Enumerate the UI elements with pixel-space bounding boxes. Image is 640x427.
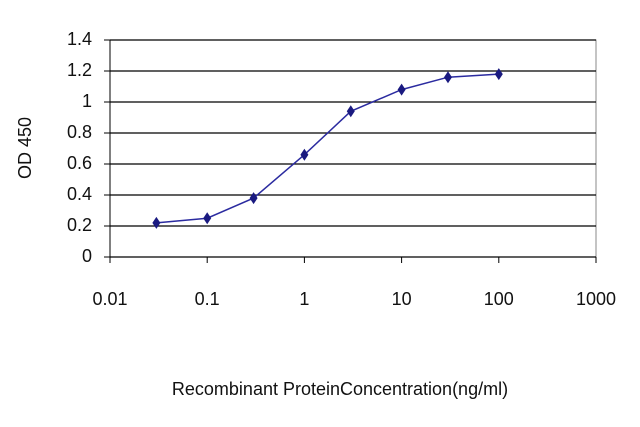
x-tick-label: 1 <box>299 289 309 309</box>
y-tick-label: 1.2 <box>67 60 92 80</box>
data-point <box>397 83 406 96</box>
y-tick-label: 0.4 <box>67 184 92 204</box>
y-tick-label: 0 <box>82 246 92 266</box>
y-tick-label: 1.4 <box>67 29 92 49</box>
x-tick-label: 0.1 <box>195 289 220 309</box>
plot-area <box>109 39 597 258</box>
x-tick-label: 100 <box>484 289 514 309</box>
x-tick-label: 0.01 <box>92 289 127 309</box>
x-tick-label: 10 <box>392 289 412 309</box>
y-tick-label: 1 <box>82 91 92 111</box>
y-axis-label: OD 450 <box>15 117 35 179</box>
data-point <box>152 216 161 229</box>
data-point <box>494 68 503 81</box>
data-point <box>346 105 355 118</box>
data-line <box>156 73 499 224</box>
data-point <box>443 71 452 84</box>
data-point <box>249 192 258 205</box>
y-tick-label: 0.6 <box>67 153 92 173</box>
y-tick-label: 0.8 <box>67 122 92 142</box>
x-axis-label: Recombinant ProteinConcentration(ng/ml) <box>172 379 508 399</box>
data-point <box>300 148 309 161</box>
y-tick-label: 0.2 <box>67 215 92 235</box>
x-tick-label: 1000 <box>576 289 616 309</box>
data-point <box>203 212 212 225</box>
